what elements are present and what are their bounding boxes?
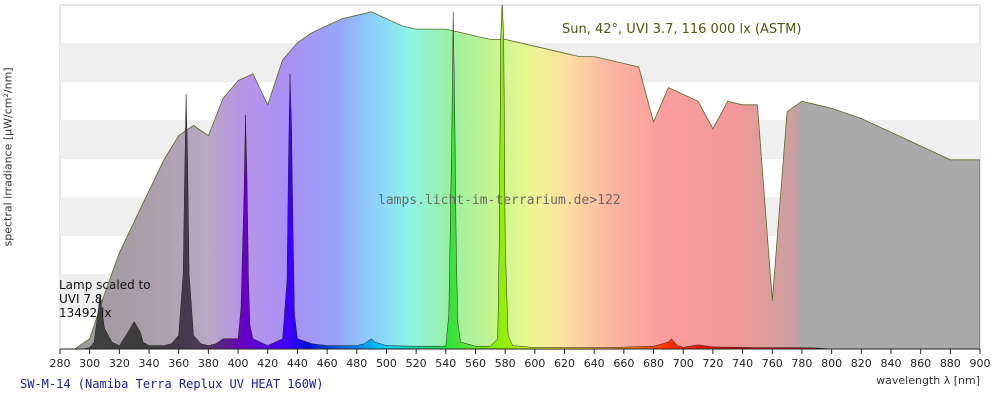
x-tick-label: 820	[851, 357, 872, 370]
x-tick-label: 320	[109, 357, 130, 370]
lamp-annotation-line3: 13492 lx	[59, 306, 112, 320]
x-tick-label: 380	[198, 357, 219, 370]
x-tick-label: 760	[762, 357, 783, 370]
x-axis-ticks: 280 300 320 340 360 380 400 420 440 460 480 500 520 5…	[50, 349, 991, 370]
x-tick-label: 340	[139, 357, 160, 370]
x-tick-label: 460	[317, 357, 338, 370]
x-tick-label: 500	[376, 357, 397, 370]
x-tick-label: 360	[168, 357, 189, 370]
x-tick-label: 540	[435, 357, 456, 370]
x-tick-label: 700	[673, 357, 694, 370]
x-tick-label: 860	[910, 357, 931, 370]
x-tick-label: 780	[791, 357, 812, 370]
x-tick-label: 580	[495, 357, 516, 370]
x-tick-label: 440	[287, 357, 308, 370]
x-tick-label: 740	[732, 357, 753, 370]
x-tick-label: 620	[554, 357, 575, 370]
sun-annotation: Sun, 42°, UVI 3.7, 116 000 lx (ASTM)	[562, 22, 802, 37]
x-tick-label: 400	[228, 357, 249, 370]
x-tick-label: 880	[940, 357, 961, 370]
x-tick-label: 720	[702, 357, 723, 370]
x-tick-label: 300	[79, 357, 100, 370]
x-tick-label: 660	[613, 357, 634, 370]
x-tick-label: 480	[346, 357, 367, 370]
x-tick-label: 280	[50, 357, 71, 370]
x-tick-label: 840	[880, 357, 901, 370]
x-tick-label: 680	[643, 357, 664, 370]
x-tick-label: 800	[821, 357, 842, 370]
sun-spectrum-area	[74, 11, 980, 349]
x-tick-label: 600	[524, 357, 545, 370]
x-tick-label: 420	[257, 357, 278, 370]
lamp-spectrum-area	[71, 5, 832, 349]
lamp-annotation-line1: Lamp scaled to	[59, 278, 151, 292]
chart-title: SW-M-14 (Namiba Terra Replux UV HEAT 160…	[20, 377, 324, 391]
watermark-text: lamps.licht-im-terrarium.de>122	[378, 193, 621, 208]
y-axis-label: spectral irradiance [µW/cm²/nm]	[1, 67, 15, 247]
lamp-annotation: Lamp scaled to UVI 7.8 13492 lx	[59, 278, 151, 320]
x-tick-label: 520	[406, 357, 427, 370]
lamp-annotation-line2: UVI 7.8	[59, 292, 103, 306]
x-axis-label: wavelength λ [nm]	[876, 374, 980, 387]
x-tick-label: 640	[584, 357, 605, 370]
x-tick-label: 560	[465, 357, 486, 370]
x-tick-label: 900	[970, 357, 991, 370]
